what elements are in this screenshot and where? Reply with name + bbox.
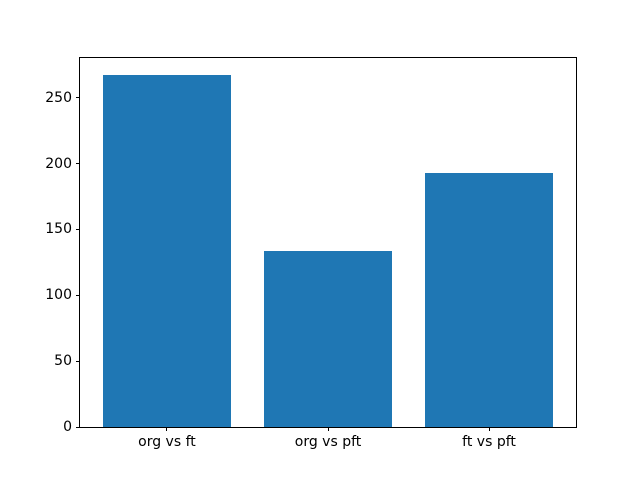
x-tick-label: ft vs pft [462, 434, 516, 451]
y-tick-mark [76, 228, 80, 230]
plot-area [79, 56, 577, 429]
x-tick-mark [166, 427, 168, 432]
x-tick-mark [488, 427, 490, 432]
y-tick-label: 100 [45, 287, 72, 304]
y-tick-mark [76, 163, 80, 165]
y-tick-mark [76, 294, 80, 296]
y-tick-label: 200 [45, 155, 72, 172]
y-tick-label: 150 [45, 221, 72, 238]
x-tick-mark [327, 427, 329, 432]
x-tick-label: org vs ft [138, 434, 196, 451]
y-tick-label: 250 [45, 89, 72, 106]
y-tick-label: 50 [54, 353, 72, 370]
y-tick-mark [76, 97, 80, 99]
bar-org-vs-pft [263, 250, 393, 428]
bar-ft-vs-pft [424, 172, 554, 428]
x-tick-label: org vs pft [294, 434, 362, 451]
bar-org-vs-ft [102, 75, 232, 428]
y-tick-mark [76, 360, 80, 362]
y-tick-mark [76, 426, 80, 428]
y-tick-label: 0 [63, 419, 72, 436]
